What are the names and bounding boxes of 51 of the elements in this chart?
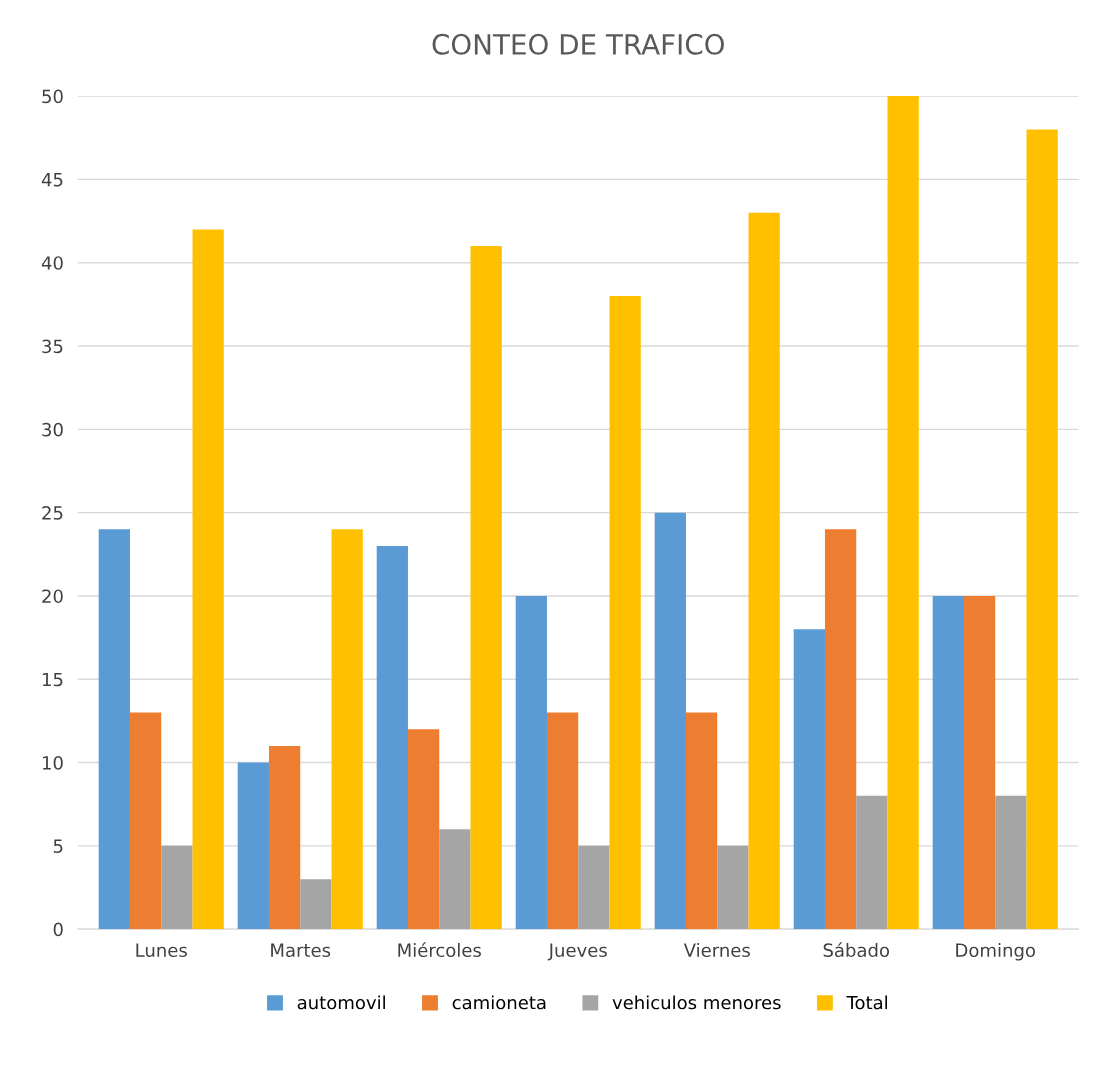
bar (268, 745, 301, 930)
y-tick-label: 0 (53, 922, 63, 937)
x-tick-label: Sábado (823, 942, 890, 958)
bar (192, 229, 224, 930)
bar (129, 712, 162, 930)
bar (237, 762, 269, 930)
legend-label: vehiculos menores (612, 995, 781, 1010)
bar (331, 529, 363, 930)
bar (654, 512, 686, 930)
y-tick-label: 15 (42, 672, 63, 687)
x-tick-label: Lunes (136, 943, 187, 958)
y-tick-label: 45 (41, 173, 63, 187)
y-tick-label: 5 (53, 839, 63, 853)
y-tick-label: 40 (41, 256, 63, 270)
bar (793, 629, 825, 930)
bar (748, 212, 780, 930)
x-tick-label: Jueves (547, 943, 607, 961)
y-tick-label: 10 (42, 756, 63, 770)
y-tick-label: 20 (42, 589, 63, 604)
bar (98, 529, 130, 930)
y-tick-label: 35 (42, 339, 63, 354)
bar (439, 829, 471, 930)
bar (932, 595, 964, 930)
chart-title: CONTEO DE TRAFICO (432, 33, 724, 55)
y-tick-label: 50 (42, 89, 63, 104)
bar (300, 879, 332, 930)
bar (856, 795, 888, 930)
bar (1026, 129, 1058, 930)
bar (887, 96, 919, 930)
legend-label: camioneta (452, 995, 546, 1010)
bar (685, 712, 718, 930)
bar (963, 595, 996, 930)
bar (546, 712, 579, 930)
bar (824, 529, 857, 930)
bar (578, 845, 610, 930)
x-tick-label: Domingo (956, 943, 1036, 961)
bar (609, 296, 641, 930)
x-tick-label: Martes (271, 943, 331, 958)
x-tick-label: Viernes (683, 943, 750, 958)
legend-label: Total (846, 995, 888, 1010)
bar (470, 246, 502, 930)
bar (717, 845, 749, 930)
legend-label: automovil (297, 995, 385, 1010)
bar (515, 595, 547, 930)
y-tick-label: 25 (42, 506, 63, 520)
bar (161, 845, 193, 930)
bar (995, 795, 1027, 930)
bar (407, 729, 440, 930)
bar (376, 545, 408, 930)
y-tick-label: 30 (42, 422, 63, 437)
x-tick-label: Miércoles (398, 942, 481, 958)
